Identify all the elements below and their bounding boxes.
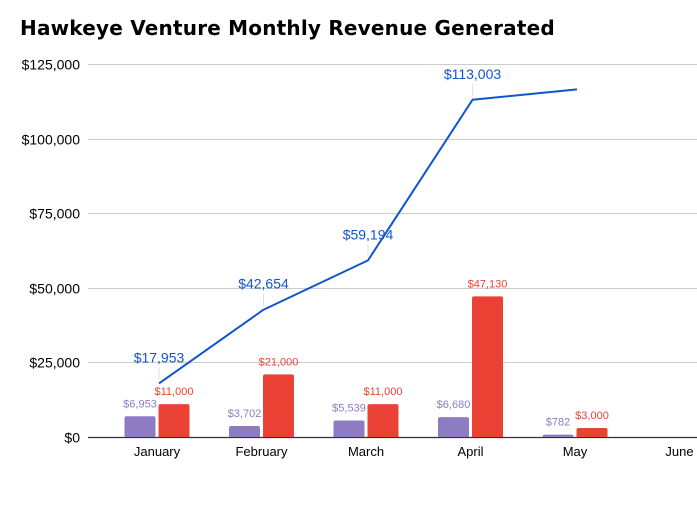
data-labels: $6,953 $3,702 $5,539 $6,680 $782 $11,000 $21,0… — [123, 66, 609, 429]
chart-title: Hawkeye Venture Monthly Revenue Generate… — [20, 16, 555, 40]
y-tick-label: $50,000 — [29, 281, 80, 297]
bar — [333, 420, 365, 437]
bar — [367, 404, 399, 437]
bar — [158, 404, 190, 437]
x-tick-label: May — [563, 444, 588, 459]
line-data-label: $17,953 — [134, 349, 185, 365]
line-series — [158, 83, 578, 385]
x-tick-label: January — [134, 444, 181, 459]
bar — [472, 296, 503, 437]
x-axis-ticks: January February March April May June — [134, 444, 694, 459]
bar-data-label: $6,953 — [123, 398, 157, 410]
x-tick-label: March — [348, 444, 384, 459]
bar-data-label: $782 — [546, 417, 570, 429]
bar-data-label: $11,000 — [364, 386, 403, 398]
x-tick-label: February — [235, 444, 288, 459]
bar — [229, 425, 260, 437]
bar-data-label: $11,000 — [155, 386, 194, 398]
bar — [124, 416, 156, 437]
y-tick-label: $100,000 — [22, 132, 81, 148]
bar-data-label: $6,680 — [437, 399, 471, 411]
x-tick-label: April — [457, 444, 483, 459]
x-tick-label: June — [665, 444, 693, 459]
bar — [542, 434, 574, 437]
y-tick-label: $75,000 — [29, 206, 80, 222]
bar — [438, 417, 469, 437]
y-tick-label: $125,000 — [22, 57, 81, 73]
y-tick-label: $0 — [64, 430, 80, 446]
y-tick-label: $25,000 — [29, 355, 80, 371]
bar-data-label: $5,539 — [332, 402, 366, 414]
bar-series — [124, 296, 608, 437]
bar-data-label: $47,130 — [468, 278, 508, 290]
bar-data-label: $3,702 — [228, 408, 262, 420]
line-data-label: $59,194 — [343, 226, 394, 242]
revenue-line — [158, 88, 578, 385]
line-data-label: $42,654 — [238, 276, 289, 292]
gridlines — [88, 64, 697, 439]
bar-data-label: $21,000 — [259, 356, 299, 368]
bar — [576, 428, 608, 437]
bar-data-label: $3,000 — [575, 410, 609, 422]
line-data-label: $113,003 — [444, 66, 502, 82]
y-axis-ticks: $0 $25,000 $50,000 $75,000 $100,000 $125,000 — [22, 57, 81, 446]
bar — [263, 374, 294, 437]
